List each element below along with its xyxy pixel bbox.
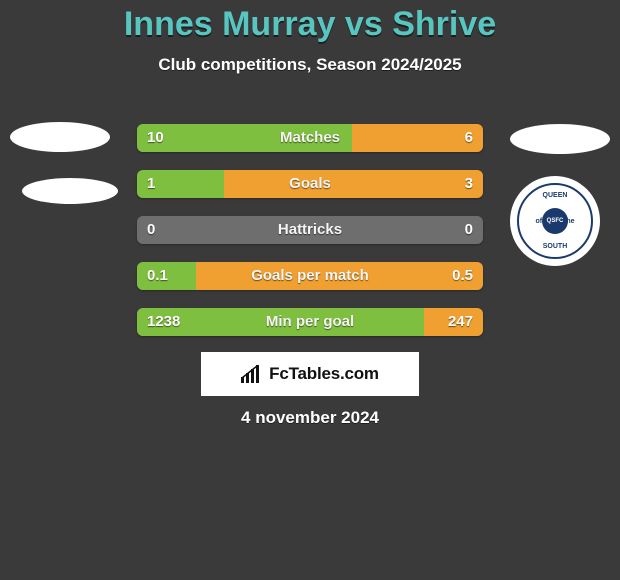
bar-value-right: 3 [465,170,473,198]
bar-value-left: 1 [147,170,155,198]
stat-row: Goals1 3 [137,170,483,198]
club-crest: ofthe QSFC [517,183,593,259]
bar-label: Goals per match [137,262,483,290]
brand-box: FcTables.com [201,352,419,396]
team1-logo-top [10,122,110,152]
bar-value-left: 1238 [147,308,180,336]
crest-center: QSFC [542,208,568,234]
bar-value-right: 247 [448,308,473,336]
team2-logo-bottom: ofthe QSFC [510,176,600,266]
bar-value-right: 0 [465,216,473,244]
page-title: Innes Murray vs Shrive [0,0,620,43]
stat-row: Matches10 6 [137,124,483,152]
bar-value-right: 0.5 [452,262,473,290]
brand-text: FcTables.com [269,364,379,384]
team2-logo-top [510,124,610,154]
bar-value-left: 10 [147,124,164,152]
bar-value-right: 6 [465,124,473,152]
brand-icon [241,365,263,383]
page-subtitle: Club competitions, Season 2024/2025 [0,55,620,75]
bar-label: Min per goal [137,308,483,336]
bar-label: Hattricks [137,216,483,244]
stat-bars: Matches10 6 Goals1 3 Hattricks0 0 Goals per ma… [137,124,483,354]
date-label: 4 november 2024 [0,408,620,428]
team1-logo-bottom [22,178,118,204]
bar-label: Matches [137,124,483,152]
bar-value-left: 0.1 [147,262,168,290]
stat-row: Goals per match0.1 0.5 [137,262,483,290]
bar-label: Goals [137,170,483,198]
bar-value-left: 0 [147,216,155,244]
stat-row: Min per goal1238 247 [137,308,483,336]
stat-row: Hattricks0 0 [137,216,483,244]
